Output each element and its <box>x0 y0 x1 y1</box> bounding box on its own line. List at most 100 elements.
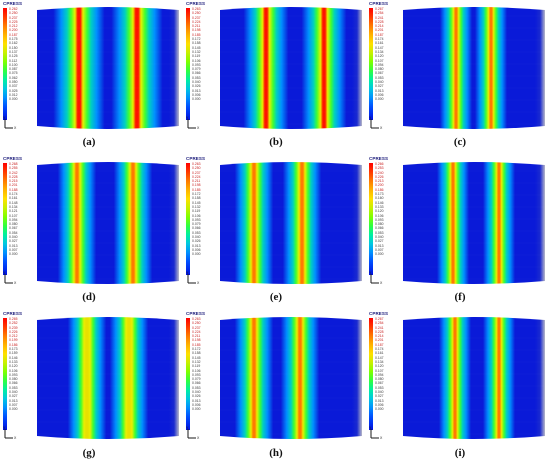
legend-value: 0.006 <box>192 92 201 97</box>
legend-value: 0.200 <box>9 28 18 33</box>
legend-value: 0.228 <box>375 19 384 24</box>
legend-value: 0.237 <box>9 15 18 20</box>
legend-value: 0.132 <box>192 49 201 54</box>
legend-value: 0.262 <box>9 7 18 11</box>
cylinder-surface <box>37 7 179 129</box>
legend-value: 0.267 <box>375 317 384 321</box>
svg-text:Y: Y <box>3 116 6 120</box>
legend-value: 0.000 <box>192 407 201 412</box>
legend-value: 0.185 <box>192 187 201 192</box>
legend-value: 0.000 <box>375 252 384 257</box>
axis-triad-icon: Y X <box>186 271 200 285</box>
panel-caption-g: (g) <box>82 447 96 459</box>
legend-value: 0.000 <box>192 252 201 257</box>
legend-value: 0.066 <box>375 226 384 231</box>
legend-value: 0.007 <box>9 402 18 407</box>
legend-value: 0.241 <box>375 15 384 20</box>
legend-value: 0.053 <box>192 385 201 390</box>
legend-color-bar <box>186 163 190 275</box>
legend-value: 0.266 <box>375 162 384 166</box>
legend-value: 0.012 <box>9 92 18 97</box>
cylinder-contour <box>220 7 362 129</box>
legend-title: CPRESS <box>186 156 206 161</box>
panel-a: CPRESS 0.262 0.250 0.237 0.225 0.212 0.200 0.1… <box>0 0 183 155</box>
legend-values: 0.265 0.252 0.239 0.226 0.212 0.199 0.186 0.173… <box>9 317 37 432</box>
legend-value: 0.263 <box>192 317 201 321</box>
legend-value: 0.027 <box>9 394 18 399</box>
cylinder-surface <box>403 317 545 439</box>
legend-value: 0.133 <box>9 359 18 364</box>
panel-i: CPRESS 0.267 0.254 0.241 0.228 0.214 0.201 0.1… <box>366 310 549 465</box>
legend-value: 0.174 <box>375 347 384 352</box>
legend-value: 0.026 <box>192 239 201 244</box>
legend-value: 0.200 <box>375 183 384 188</box>
cylinder-contour <box>403 7 545 129</box>
legend-value: 0.226 <box>375 174 384 179</box>
legend-value: 0.080 <box>375 377 384 382</box>
svg-text:X: X <box>197 436 200 440</box>
legend-value: 0.172 <box>192 37 201 42</box>
legend-values: 0.262 0.250 0.237 0.225 0.212 0.200 0.187 0.175… <box>9 7 37 122</box>
panel-caption-f: (f) <box>454 291 466 303</box>
panel-caption-h: (h) <box>269 447 283 459</box>
legend-value: 0.145 <box>192 200 201 205</box>
legend-value: 0.066 <box>192 71 201 76</box>
legend-title: CPRESS <box>3 156 23 161</box>
panel-caption-e: (e) <box>269 291 283 303</box>
legend-value: 0.107 <box>375 58 384 63</box>
cylinder-surface <box>403 7 545 129</box>
panel-b: CPRESS 0.263 0.250 0.237 0.224 0.211 0.198 0.1… <box>183 0 366 155</box>
legend-value: 0.040 <box>9 235 18 240</box>
cylinder-surface <box>220 317 362 439</box>
cylinder-surface <box>403 162 545 284</box>
legend-value: 0.027 <box>375 239 384 244</box>
legend-value: 0.158 <box>192 196 201 201</box>
svg-text:Y: Y <box>186 271 189 275</box>
legend-value: 0.040 <box>192 80 201 85</box>
legend-value: 0.187 <box>375 342 384 347</box>
legend-value: 0.040 <box>375 390 384 395</box>
axis-triad-icon: Y X <box>369 271 383 285</box>
legend-value: 0.093 <box>9 372 18 377</box>
panel-h: CPRESS 0.263 0.250 0.237 0.224 0.211 0.198 0.1… <box>183 310 366 465</box>
legend-value: 0.079 <box>192 67 201 72</box>
legend-value: 0.146 <box>9 355 18 360</box>
legend-value: 0.037 <box>9 84 18 89</box>
legend-color-bar <box>369 318 373 430</box>
legend-value: 0.053 <box>375 230 384 235</box>
legend-values: 0.267 0.254 0.241 0.228 0.214 0.201 0.187 0.174… <box>375 7 403 122</box>
legend-value: 0.150 <box>9 45 18 50</box>
legend-value: 0.172 <box>192 192 201 197</box>
legend-value: 0.006 <box>192 247 201 252</box>
legend-value: 0.224 <box>192 19 201 24</box>
legend-value: 0.215 <box>9 179 18 184</box>
legend-value: 0.162 <box>9 41 18 46</box>
legend-value: 0.080 <box>375 222 384 227</box>
axis-triad-icon: Y X <box>3 116 17 130</box>
legend-value: 0.087 <box>9 67 18 72</box>
legend-value: 0.106 <box>192 213 201 218</box>
legend-value: 0.185 <box>192 342 201 347</box>
legend-value: 0.250 <box>192 166 201 171</box>
legend-value: 0.066 <box>192 381 201 386</box>
legend-value: 0.237 <box>192 15 201 20</box>
legend-value: 0.186 <box>9 342 18 347</box>
legend-value: 0.226 <box>9 329 18 334</box>
legend-value: 0.013 <box>375 88 384 93</box>
legend-value: 0.013 <box>192 398 201 403</box>
color-legend: CPRESS 0.265 0.252 0.239 0.226 0.212 0.199 0.1… <box>3 311 37 433</box>
legend-value: 0.201 <box>375 28 384 33</box>
legend-value: 0.053 <box>375 75 384 80</box>
legend-value: 0.093 <box>192 372 201 377</box>
legend-value: 0.174 <box>375 37 384 42</box>
legend-value: 0.134 <box>375 359 384 364</box>
cylinder-surface <box>220 7 362 129</box>
legend-value: 0.093 <box>375 217 384 222</box>
legend-value: 0.242 <box>9 170 18 175</box>
legend-value: 0.250 <box>192 321 201 326</box>
legend-value: 0.000 <box>9 252 18 257</box>
legend-value: 0.106 <box>192 58 201 63</box>
cylinder-contour <box>37 7 179 129</box>
legend-value: 0.132 <box>192 204 201 209</box>
svg-text:X: X <box>380 281 383 285</box>
